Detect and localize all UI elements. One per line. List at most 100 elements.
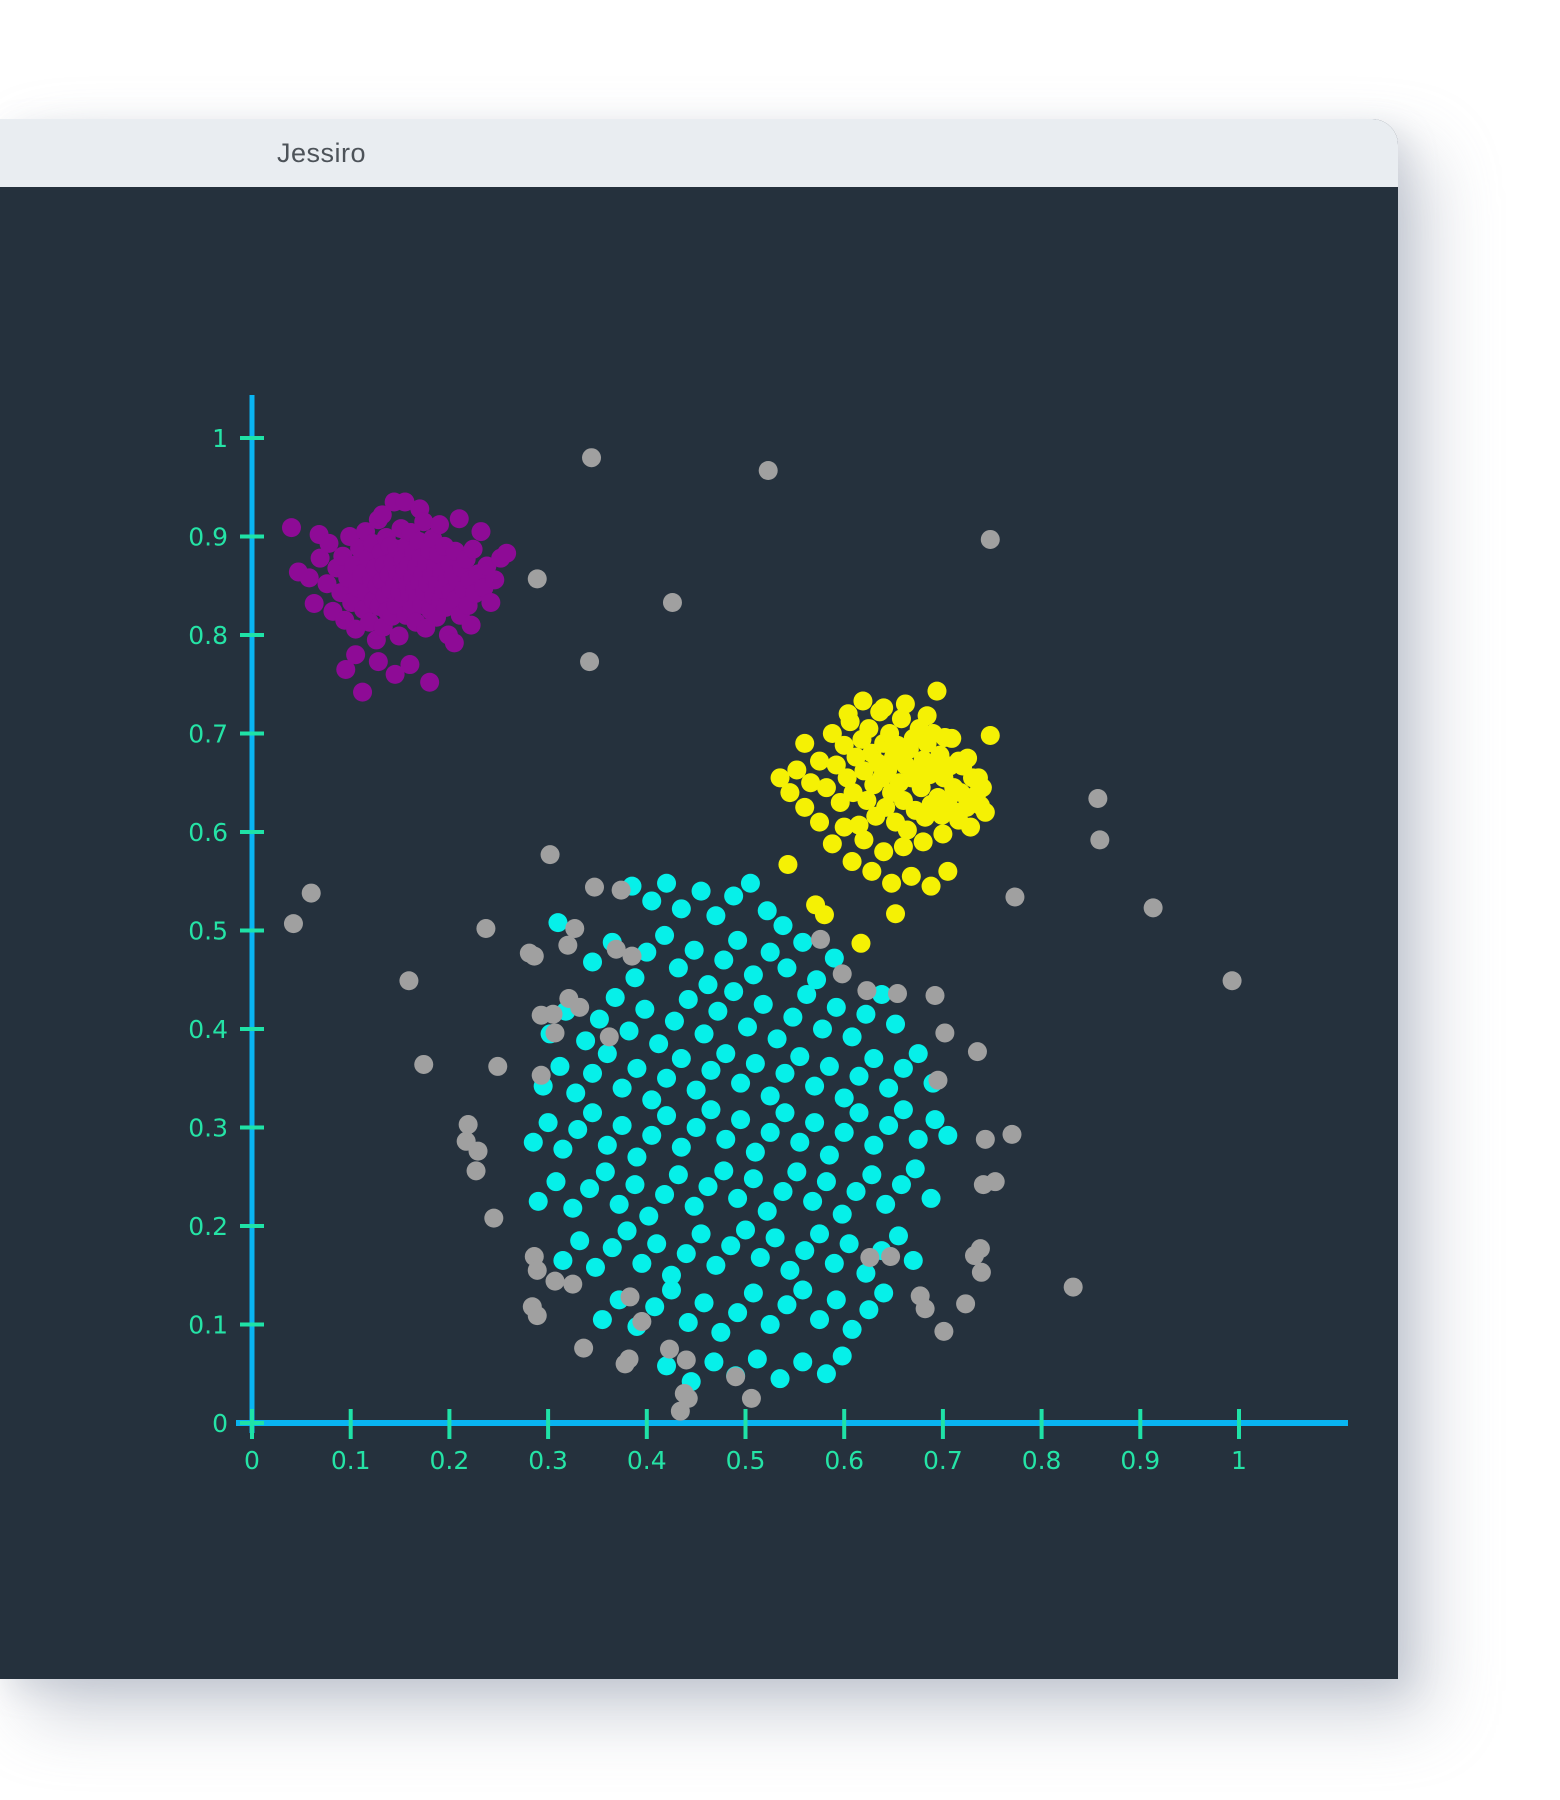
app-window: Jessiro 0 0.1 0.2 0.3 0.4 0.5 0.6 0.7 0.8 0.9 1 0 0.… [0, 119, 1398, 1679]
data-point [714, 1161, 734, 1181]
y-tick-label: 0.3 [188, 1114, 228, 1143]
data-point [773, 916, 793, 936]
data-point [826, 997, 846, 1017]
data-point [743, 1283, 763, 1303]
data-point [846, 1182, 866, 1202]
data-point [856, 1004, 876, 1024]
data-point [787, 760, 807, 780]
data-point [724, 982, 744, 1002]
data-point [856, 1263, 876, 1283]
data-point [780, 783, 800, 803]
data-point [928, 1070, 948, 1090]
data-point [420, 672, 440, 692]
data-point [819, 1056, 839, 1076]
data-point [476, 919, 496, 939]
data-point [745, 1053, 765, 1073]
data-point [807, 970, 827, 990]
data-point [834, 817, 854, 837]
data-point [668, 1165, 688, 1185]
data-point [790, 1047, 810, 1067]
data-point [553, 1139, 573, 1159]
data-point [736, 1220, 755, 1240]
data-point [886, 904, 906, 924]
data-point [849, 1066, 869, 1086]
y-tick-label: 0.1 [188, 1311, 228, 1340]
data-point [466, 1161, 486, 1181]
window-titlebar[interactable]: Jessiro [0, 119, 1398, 187]
data-point [346, 645, 366, 665]
data-point [728, 1303, 748, 1323]
data-point [908, 1044, 928, 1064]
data-point [627, 1058, 647, 1078]
y-tick-label: 0.8 [188, 621, 228, 650]
data-point [810, 1224, 830, 1244]
data-point [605, 987, 625, 1007]
data-point [678, 1313, 698, 1333]
data-point [676, 1244, 696, 1264]
data-point [731, 1073, 751, 1093]
y-tick-label: 0.5 [188, 917, 228, 946]
data-point [597, 1135, 617, 1155]
data-point [639, 1206, 659, 1226]
data-point [622, 946, 642, 966]
data-point [540, 845, 560, 865]
data-point [819, 1145, 839, 1165]
data-point [299, 568, 319, 588]
data-point [767, 1029, 787, 1049]
data-point [714, 950, 734, 970]
data-point [655, 1184, 675, 1204]
data-point [582, 448, 602, 468]
data-point [846, 747, 866, 767]
data-point [538, 1113, 558, 1133]
data-point [854, 761, 874, 781]
scatter-plot: 0 0.1 0.2 0.3 0.4 0.5 0.6 0.7 0.8 0.9 1 0 0.1 0.2 0.3 0… [188, 395, 1348, 1475]
data-point [925, 1110, 945, 1130]
data-point [897, 820, 917, 840]
data-point [619, 1349, 639, 1369]
data-point [599, 1027, 619, 1047]
data-point [568, 1119, 588, 1139]
data-point [528, 1191, 548, 1211]
data-point [704, 1352, 724, 1372]
data-point [743, 965, 763, 985]
data-point [826, 1290, 846, 1310]
y-tick-label: 1 [212, 424, 228, 453]
data-point [389, 626, 409, 646]
data-point [612, 1078, 632, 1098]
data-point [728, 930, 748, 950]
data-point [580, 1179, 600, 1199]
data-point [893, 1058, 913, 1078]
data-point [620, 1287, 640, 1307]
data-point [563, 1274, 583, 1294]
data-point [862, 861, 882, 881]
data-point [956, 1294, 976, 1314]
data-point [917, 706, 937, 726]
data-point [698, 975, 718, 995]
data-point [843, 783, 863, 803]
data-point [497, 543, 517, 563]
data-point [576, 1031, 596, 1051]
data-point [566, 1083, 586, 1103]
data-point [967, 1042, 987, 1062]
data-point [801, 773, 821, 793]
data-point [304, 593, 324, 613]
data-point [881, 1247, 901, 1267]
series-cluster-cyan [523, 873, 958, 1392]
data-point [706, 906, 726, 926]
data-point [1143, 898, 1163, 918]
data-point [368, 652, 388, 672]
data-point [810, 1310, 830, 1330]
data-point [1088, 789, 1108, 809]
data-point [444, 633, 464, 653]
data-point [657, 1106, 677, 1126]
x-tick-label: 0.3 [528, 1446, 568, 1475]
data-point [795, 1241, 815, 1261]
data-point [849, 815, 869, 835]
data-point [834, 1088, 854, 1108]
data-point [874, 842, 894, 862]
data-point [750, 1248, 770, 1268]
data-point [283, 914, 303, 934]
data-point [834, 735, 854, 755]
data-point [893, 1100, 913, 1120]
data-point [810, 812, 830, 832]
